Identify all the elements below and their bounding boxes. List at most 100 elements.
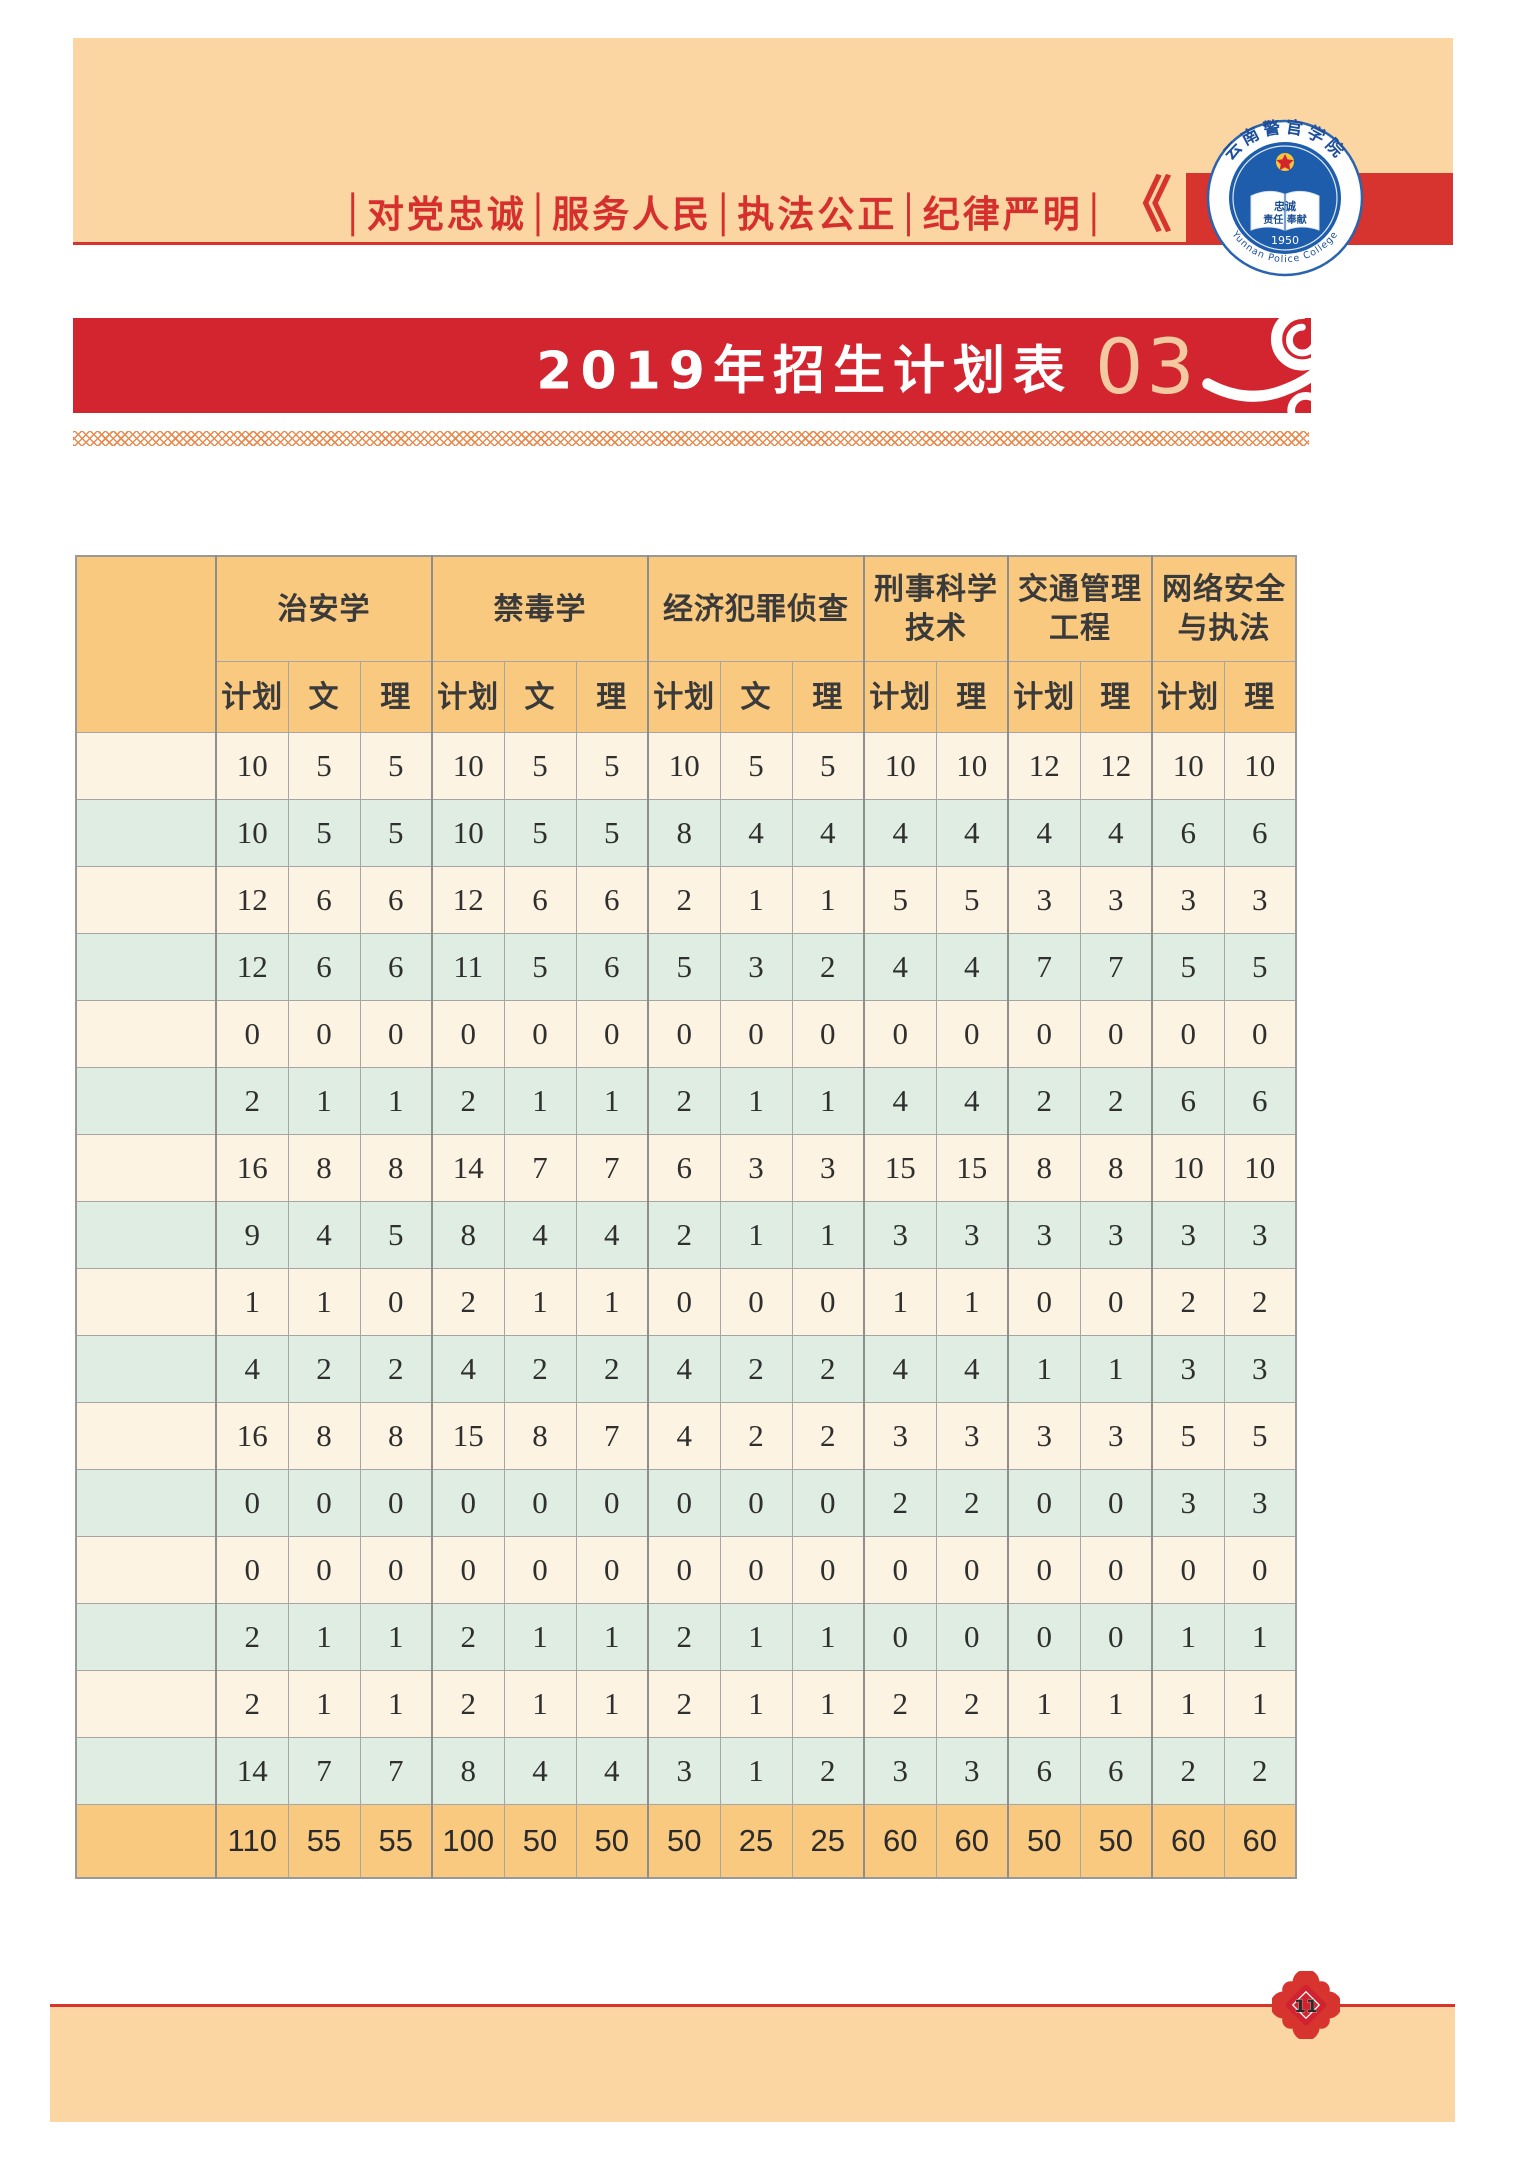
- data-cell: 0: [431, 1000, 505, 1068]
- data-cell: 2: [503, 1335, 577, 1403]
- data-cell: 3: [1223, 1335, 1297, 1403]
- data-cell: 0: [575, 1536, 649, 1604]
- data-cell: 2: [215, 1603, 289, 1671]
- table-row: 12 6 6 11 5 6 5 3 2 4 4 7 7 5 5: [75, 933, 1297, 1001]
- data-cell: 3: [791, 1134, 865, 1202]
- bottom-footer-band: [50, 2004, 1455, 2122]
- data-cell: 8: [287, 1134, 361, 1202]
- data-cell: 1: [575, 1268, 649, 1336]
- sub-header: 理: [1223, 661, 1297, 733]
- totals-row: 110 55 55 100 50 50 50 25 25 60 60 50 50 60 60: [75, 1804, 1297, 1879]
- data-cell: 2: [431, 1268, 505, 1336]
- data-cell: 6: [1223, 799, 1297, 867]
- row-label-cell: [75, 1134, 217, 1202]
- data-cell: 7: [1079, 933, 1153, 1001]
- group-header: 网络安全与执法: [1151, 555, 1297, 662]
- data-cell: 1: [719, 1201, 793, 1269]
- total-cell: 50: [647, 1804, 721, 1879]
- data-cell: 1: [215, 1268, 289, 1336]
- data-cell: 0: [647, 1536, 721, 1604]
- sub-header: 文: [503, 661, 577, 733]
- data-cell: 0: [1007, 1268, 1081, 1336]
- row-label-cell: [75, 1469, 217, 1537]
- data-cell: 2: [287, 1335, 361, 1403]
- data-cell: 10: [647, 732, 721, 800]
- data-cell: 0: [791, 1536, 865, 1604]
- data-cell: 4: [647, 1402, 721, 1470]
- data-cell: 1: [719, 1067, 793, 1135]
- data-cell: 0: [863, 1000, 937, 1068]
- data-cell: 3: [1223, 1201, 1297, 1269]
- data-cell: 1: [791, 1067, 865, 1135]
- data-cell: 3: [1223, 866, 1297, 934]
- data-cell: 10: [935, 732, 1009, 800]
- data-cell: 0: [1079, 1536, 1153, 1604]
- data-cell: 2: [791, 1335, 865, 1403]
- data-cell: 1: [1079, 1335, 1153, 1403]
- data-cell: 3: [1151, 1201, 1225, 1269]
- data-cell: 12: [215, 933, 289, 1001]
- data-cell: 0: [215, 1536, 289, 1604]
- data-cell: 0: [575, 1000, 649, 1068]
- data-cell: 6: [575, 933, 649, 1001]
- total-cell: 100: [431, 1804, 505, 1879]
- data-cell: 0: [647, 1469, 721, 1537]
- data-cell: 12: [1007, 732, 1081, 800]
- row-label-cell: [75, 1067, 217, 1135]
- table-row: 10 5 5 10 5 5 10 5 5 10 10 12 12 10 10: [75, 732, 1297, 800]
- total-cell: 50: [503, 1804, 577, 1879]
- data-cell: 3: [935, 1201, 1009, 1269]
- data-cell: 0: [719, 1536, 793, 1604]
- data-cell: 1: [791, 1201, 865, 1269]
- data-cell: 4: [647, 1335, 721, 1403]
- data-cell: 12: [215, 866, 289, 934]
- data-cell: 1: [1223, 1670, 1297, 1738]
- data-cell: 3: [1007, 866, 1081, 934]
- data-cell: 0: [359, 1000, 433, 1068]
- data-cell: 2: [575, 1335, 649, 1403]
- data-cell: 14: [215, 1737, 289, 1805]
- data-cell: 1: [1007, 1335, 1081, 1403]
- data-cell: 0: [719, 1000, 793, 1068]
- data-cell: 5: [359, 799, 433, 867]
- table-row: 16 8 8 14 7 7 6 3 3 15 15 8 8 10 10: [75, 1134, 1297, 1202]
- data-cell: 6: [1223, 1067, 1297, 1135]
- data-cell: 15: [863, 1134, 937, 1202]
- data-cell: 6: [575, 866, 649, 934]
- data-cell: 2: [791, 1402, 865, 1470]
- data-cell: 3: [863, 1737, 937, 1805]
- data-cell: 3: [1007, 1201, 1081, 1269]
- data-cell: 10: [431, 732, 505, 800]
- group-header: 刑事科学技术: [863, 555, 1009, 662]
- sub-header: 计划: [1151, 661, 1225, 733]
- data-cell: 3: [647, 1737, 721, 1805]
- data-cell: 4: [935, 1335, 1009, 1403]
- header-group-row: 治安学 禁毒学 经济犯罪侦查 刑事科学技术 交通管理工程 网络安全与执法: [75, 555, 1297, 733]
- data-cell: 1: [359, 1067, 433, 1135]
- sub-header: 理: [575, 661, 649, 733]
- total-cell: 60: [863, 1804, 937, 1879]
- data-cell: 1: [935, 1268, 1009, 1336]
- data-cell: 2: [863, 1670, 937, 1738]
- data-cell: 3: [719, 1134, 793, 1202]
- data-cell: 0: [647, 1268, 721, 1336]
- totals-label-cell: [75, 1804, 217, 1879]
- section-number: 03: [1095, 322, 1198, 411]
- data-cell: 6: [1151, 1067, 1225, 1135]
- table-row: 16 8 8 15 8 7 4 2 2 3 3 3 3 5 5: [75, 1402, 1297, 1470]
- logo-motto-line2: 责任 奉献: [1263, 213, 1306, 226]
- total-cell: 110: [215, 1804, 289, 1879]
- data-cell: 1: [503, 1067, 577, 1135]
- data-cell: 2: [1151, 1737, 1225, 1805]
- data-cell: 0: [215, 1000, 289, 1068]
- data-cell: 5: [575, 732, 649, 800]
- group-header: 治安学: [214, 555, 433, 662]
- data-cell: 0: [431, 1536, 505, 1604]
- data-cell: 2: [719, 1402, 793, 1470]
- data-cell: 1: [791, 1603, 865, 1671]
- data-cell: 0: [287, 1536, 361, 1604]
- data-cell: 5: [1223, 933, 1297, 1001]
